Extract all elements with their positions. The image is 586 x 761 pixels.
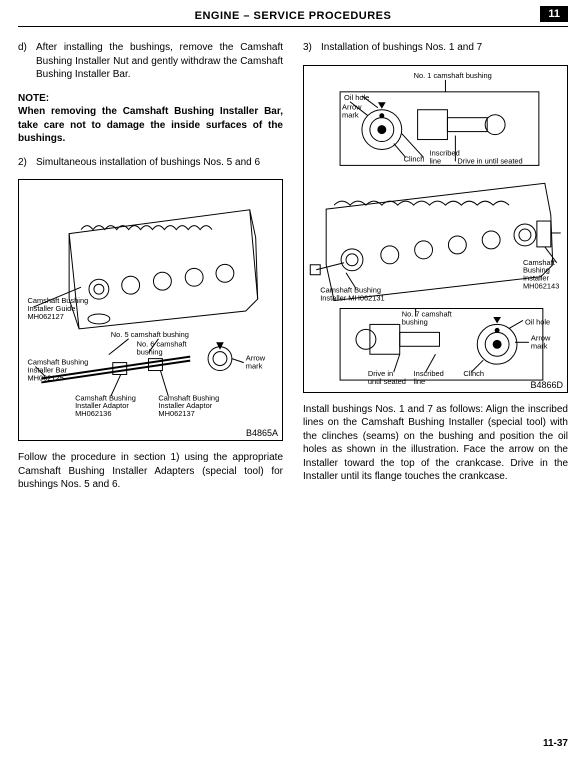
svg-text:MH062136: MH062136 bbox=[75, 409, 111, 418]
right-column: 3) Installation of bushings Nos. 1 and 7 bbox=[303, 41, 568, 502]
note-label: NOTE: bbox=[18, 92, 283, 106]
svg-text:MH062127: MH062127 bbox=[27, 312, 63, 321]
figure-left-id: B4865A bbox=[246, 428, 278, 438]
step-3: 3) Installation of bushings Nos. 1 and 7 bbox=[303, 41, 568, 55]
svg-text:mark: mark bbox=[531, 341, 548, 350]
step-2: 2) Simultaneous installation of bushings… bbox=[18, 156, 283, 170]
lbl-no1: No. 1 camshaft bushing bbox=[414, 70, 492, 79]
svg-text:bushing: bushing bbox=[137, 348, 163, 357]
step-d: d) After installing the bushings, remove… bbox=[18, 41, 283, 82]
lbl-drive-top: Drive in until seated bbox=[457, 156, 522, 165]
figure-right: No. 1 camshaft bushing Oil hole Arrow ma… bbox=[303, 65, 568, 393]
figure-right-svg: No. 1 camshaft bushing Oil hole Arrow ma… bbox=[304, 66, 567, 392]
left-column: d) After installing the bushings, remove… bbox=[18, 41, 283, 502]
step-d-text: After installing the bushings, remove th… bbox=[36, 41, 283, 82]
step-2-text: Simultaneous installation of bushings No… bbox=[36, 156, 283, 170]
figure-right-id: B4866D bbox=[530, 380, 563, 390]
lbl-clinch-top: Clinch bbox=[404, 154, 425, 163]
note-text: When removing the Camshaft Bushing Insta… bbox=[18, 105, 283, 146]
install-text: Install bushings Nos. 1 and 7 as follows… bbox=[303, 403, 568, 484]
follow-text: Follow the procedure in section 1) using… bbox=[18, 451, 283, 492]
svg-text:line: line bbox=[430, 156, 442, 165]
lbl-clinch-bot: Clinch bbox=[463, 369, 484, 378]
lbl-oilhole-top: Oil hole bbox=[344, 92, 369, 101]
svg-text:mark: mark bbox=[342, 110, 359, 119]
content-columns: d) After installing the bushings, remove… bbox=[18, 41, 568, 502]
step-2-label: 2) bbox=[18, 156, 36, 170]
figure-left: Camshaft Bushing Installer Guide MH06212… bbox=[18, 179, 283, 441]
figure-left-svg: Camshaft Bushing Installer Guide MH06212… bbox=[19, 180, 282, 440]
svg-text:bushing: bushing bbox=[402, 317, 428, 326]
step-d-label: d) bbox=[18, 41, 36, 82]
svg-text:mark: mark bbox=[246, 362, 263, 371]
svg-text:MH062125: MH062125 bbox=[27, 373, 63, 382]
svg-text:until seated: until seated bbox=[368, 377, 406, 386]
svg-text:line: line bbox=[414, 377, 426, 386]
step-3-label: 3) bbox=[303, 41, 321, 55]
svg-text:MH062137: MH062137 bbox=[158, 409, 194, 418]
step-3-text: Installation of bushings Nos. 1 and 7 bbox=[321, 41, 568, 55]
svg-text:MH062143: MH062143 bbox=[523, 281, 559, 290]
lbl-no5: No. 5 camshaft bushing bbox=[111, 330, 189, 339]
header-title: ENGINE – SERVICE PROCEDURES bbox=[195, 10, 392, 22]
page-header: ENGINE – SERVICE PROCEDURES 11 bbox=[18, 10, 568, 27]
page-number: 11-37 bbox=[543, 738, 568, 749]
svg-text:Installer MH062131: Installer MH062131 bbox=[320, 293, 385, 302]
header-badge: 11 bbox=[540, 6, 568, 22]
note-block: NOTE: When removing the Camshaft Bushing… bbox=[18, 92, 283, 146]
lbl-oilhole-bot: Oil hole bbox=[525, 317, 550, 326]
